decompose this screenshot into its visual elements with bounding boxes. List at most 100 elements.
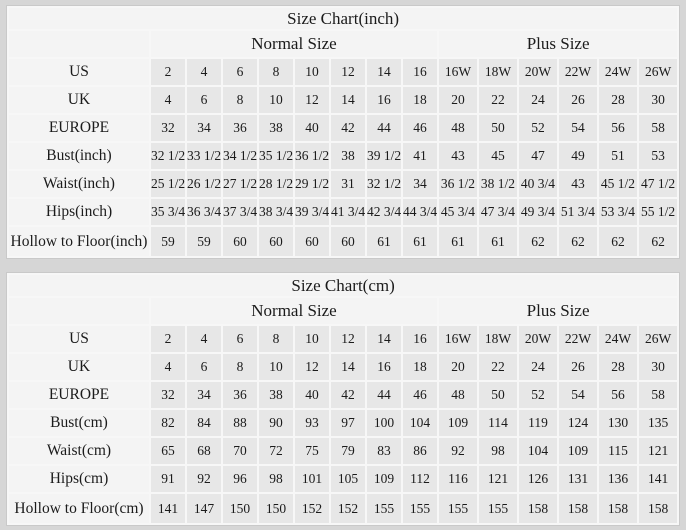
size-cell: 141 (639, 466, 678, 492)
size-cell: 4 (151, 354, 185, 380)
size-cell: 10 (259, 87, 293, 113)
row-label: Hips(inch) (9, 199, 149, 225)
size-cell: 12 (295, 87, 329, 113)
size-cell: 20 (439, 354, 477, 380)
size-cell: 16 (403, 59, 437, 85)
row-label: EUROPE (9, 382, 149, 408)
size-cell: 86 (403, 438, 437, 464)
size-cell: 26 (559, 354, 597, 380)
size-cell: 26W (639, 59, 678, 85)
size-cell: 36 1/2 (439, 171, 477, 197)
size-cell: 50 (479, 382, 517, 408)
size-cell: 158 (599, 494, 637, 523)
size-cell: 8 (223, 87, 257, 113)
size-cell: 152 (295, 494, 329, 523)
size-cell: 115 (599, 438, 637, 464)
size-cell: 92 (439, 438, 477, 464)
size-cell: 101 (295, 466, 329, 492)
size-cell: 45 1/2 (599, 171, 637, 197)
size-cell: 116 (439, 466, 477, 492)
size-cell: 40 3/4 (519, 171, 557, 197)
size-cell: 109 (367, 466, 401, 492)
size-cell: 65 (151, 438, 185, 464)
size-cell: 6 (187, 87, 221, 113)
size-cell: 33 1/2 (187, 143, 221, 169)
size-cell: 44 3/4 (403, 199, 437, 225)
size-cell: 12 (331, 59, 365, 85)
size-cell: 51 (599, 143, 637, 169)
size-cell: 54 (559, 115, 597, 141)
size-cell: 40 (295, 382, 329, 408)
row-label: EUROPE (9, 115, 149, 141)
size-cell: 59 (187, 227, 221, 256)
size-cell: 34 (403, 171, 437, 197)
size-cell: 136 (599, 466, 637, 492)
column-group-header: Plus Size (439, 298, 678, 324)
size-cell: 150 (259, 494, 293, 523)
size-cell: 38 (259, 382, 293, 408)
size-cell: 40 (295, 115, 329, 141)
size-cell: 60 (223, 227, 257, 256)
size-cell: 42 3/4 (367, 199, 401, 225)
size-cell: 26 (559, 87, 597, 113)
size-cell: 114 (479, 410, 517, 436)
size-cell: 24 (519, 354, 557, 380)
size-cell: 38 3/4 (259, 199, 293, 225)
size-cell: 152 (331, 494, 365, 523)
size-cell: 16 (403, 326, 437, 352)
size-cell: 36 (223, 382, 257, 408)
size-cell: 98 (259, 466, 293, 492)
size-cell: 22W (559, 59, 597, 85)
size-cell: 16W (439, 326, 477, 352)
size-cell: 61 (439, 227, 477, 256)
size-cell: 60 (295, 227, 329, 256)
size-cell: 60 (331, 227, 365, 256)
size-cell: 51 3/4 (559, 199, 597, 225)
size-cell: 28 1/2 (259, 171, 293, 197)
size-cell: 12 (295, 354, 329, 380)
size-cell: 16 (367, 354, 401, 380)
size-cell: 42 (331, 115, 365, 141)
size-cell: 61 (367, 227, 401, 256)
size-cell: 91 (151, 466, 185, 492)
size-cell: 93 (295, 410, 329, 436)
size-cell: 49 3/4 (519, 199, 557, 225)
size-cell: 41 (403, 143, 437, 169)
size-cell: 18W (479, 59, 517, 85)
size-cell: 100 (367, 410, 401, 436)
size-chart-cm-table: Size Chart(cm) Normal Size Plus Size US 2 4 6 8… (6, 272, 681, 526)
size-cell: 62 (599, 227, 637, 256)
size-cell: 62 (559, 227, 597, 256)
size-cell: 32 1/2 (367, 171, 401, 197)
size-cell: 24W (599, 326, 637, 352)
size-cell: 14 (331, 87, 365, 113)
size-cell: 30 (639, 87, 678, 113)
size-cell: 24 (519, 87, 557, 113)
size-cell: 4 (151, 87, 185, 113)
size-cell: 50 (479, 115, 517, 141)
size-cell: 46 (403, 382, 437, 408)
size-cell: 48 (439, 115, 477, 141)
size-cell: 25 1/2 (151, 171, 185, 197)
size-cell: 41 3/4 (331, 199, 365, 225)
size-cell: 32 (151, 115, 185, 141)
size-cell: 47 (519, 143, 557, 169)
size-cell: 44 (367, 382, 401, 408)
size-cell: 158 (639, 494, 678, 523)
size-cell: 155 (403, 494, 437, 523)
size-cell: 32 (151, 382, 185, 408)
size-cell: 141 (151, 494, 185, 523)
size-cell: 47 1/2 (639, 171, 678, 197)
size-cell: 30 (639, 354, 678, 380)
size-cell: 43 (439, 143, 477, 169)
size-cell: 20W (519, 326, 557, 352)
size-cell: 31 (331, 171, 365, 197)
size-cell: 6 (223, 59, 257, 85)
size-cell: 26 1/2 (187, 171, 221, 197)
size-cell: 39 3/4 (295, 199, 329, 225)
size-cell: 47 3/4 (479, 199, 517, 225)
size-cell: 147 (187, 494, 221, 523)
size-cell: 104 (519, 438, 557, 464)
row-label: Bust(cm) (9, 410, 149, 436)
